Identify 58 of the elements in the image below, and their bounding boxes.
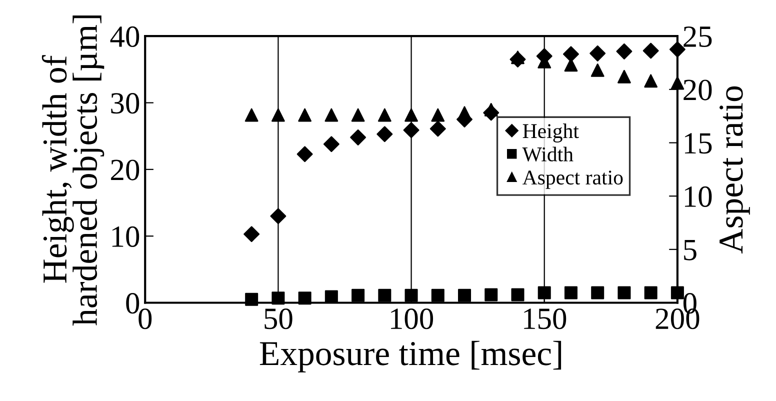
x-axis-title: Exposure time [msec] — [260, 340, 562, 372]
point — [511, 50, 524, 64]
point — [670, 76, 684, 90]
point — [324, 108, 338, 122]
legend-label: Width — [522, 146, 574, 162]
y-tick-label: 40 — [110, 26, 140, 47]
point — [351, 108, 365, 122]
y2-tick-label: 10 — [684, 186, 712, 207]
point — [590, 45, 606, 62]
point — [618, 286, 631, 300]
legend-label: Aspect ratio — [522, 170, 623, 189]
point — [350, 129, 366, 146]
point — [431, 288, 444, 302]
point — [511, 288, 524, 302]
point — [298, 108, 312, 122]
point — [670, 286, 684, 300]
point — [272, 292, 285, 305]
y-tick-label: 20 — [111, 160, 140, 180]
point — [484, 288, 498, 302]
point — [244, 108, 258, 122]
point — [296, 146, 313, 162]
point — [431, 108, 445, 122]
point — [564, 286, 578, 300]
point — [484, 102, 498, 116]
point — [642, 42, 659, 59]
point — [403, 122, 420, 138]
point — [404, 108, 418, 122]
point — [538, 286, 551, 300]
point — [244, 226, 260, 242]
point — [271, 108, 285, 122]
point — [616, 43, 632, 60]
point — [644, 74, 658, 88]
point — [323, 136, 340, 152]
point — [378, 108, 392, 122]
y-axis-title: Height, width of hardened objects [µm] — [42, 15, 104, 326]
point — [618, 70, 631, 84]
point — [270, 208, 286, 224]
y-tick-label: 10 — [112, 226, 140, 247]
y2-tick-label: 25 — [684, 26, 712, 47]
y2-tick-label: 5 — [684, 240, 696, 260]
point — [458, 288, 472, 302]
y-tick-label: 30 — [111, 93, 140, 114]
point — [644, 286, 658, 300]
point — [591, 286, 604, 300]
point — [590, 64, 604, 77]
x-tick-label: 100 — [391, 308, 434, 330]
x-tick-label: 150 — [524, 308, 566, 330]
y2-tick-label: 20 — [684, 80, 712, 100]
point — [430, 120, 446, 137]
y2-axis-title: Aspect ratio — [720, 86, 750, 254]
point — [352, 288, 365, 302]
y-tick-label: 0 — [126, 293, 140, 314]
point — [378, 288, 392, 302]
point — [563, 46, 579, 62]
x-tick-label: 50 — [264, 308, 292, 330]
point — [376, 126, 393, 142]
y2-tick-label: 15 — [684, 133, 712, 154]
legend-label: Height — [522, 123, 579, 142]
